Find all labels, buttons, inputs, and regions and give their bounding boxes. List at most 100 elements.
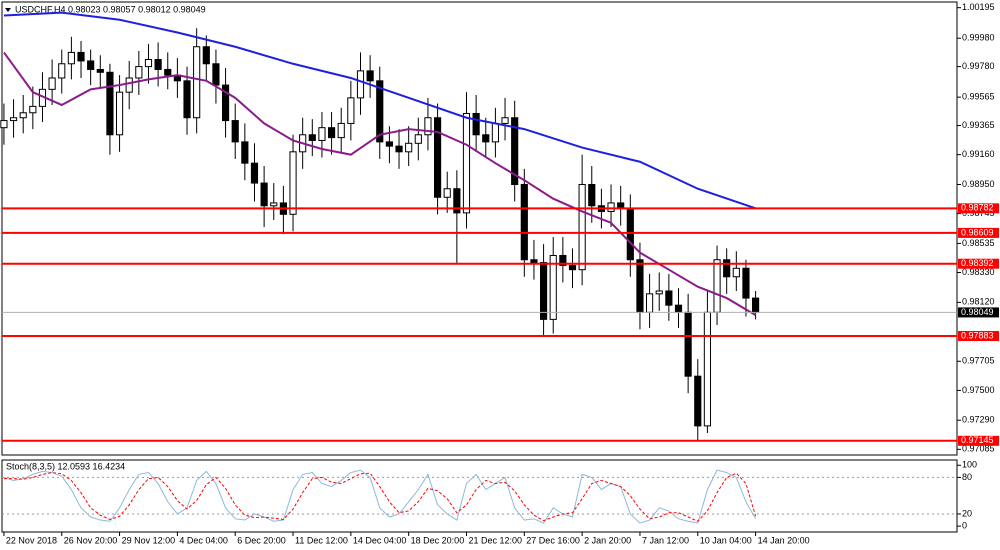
candle-body xyxy=(318,127,326,141)
candle-body xyxy=(491,122,499,143)
level-tag xyxy=(958,258,999,269)
candle-body xyxy=(723,259,731,278)
candle-body xyxy=(607,202,615,212)
symbol-header: USDCHF,H4 0.98023 0.98057 0.98012 0.9804… xyxy=(15,4,206,14)
candle-body xyxy=(395,145,403,153)
candle-body xyxy=(549,254,557,320)
candle-body xyxy=(520,183,528,261)
candle-body xyxy=(482,134,490,143)
candle-body xyxy=(366,70,374,82)
candle-body xyxy=(77,51,85,62)
candle-body xyxy=(385,141,393,147)
candle-body xyxy=(703,311,711,427)
candle-body xyxy=(29,105,37,114)
x-tick-label: 14 Jan 20:00 xyxy=(758,535,810,545)
stoch-header: Stoch(8,3,5) 12.0593 16.4234 xyxy=(6,461,125,471)
stoch-panel-frame xyxy=(1,459,958,533)
candle-body xyxy=(636,259,644,313)
candle-body xyxy=(674,304,683,313)
candle-body xyxy=(212,63,220,86)
candle-body xyxy=(588,183,596,207)
candle-body xyxy=(48,77,56,90)
y-tick-label: 0.97290 xyxy=(962,415,995,425)
y-tick-label: 0.99365 xyxy=(962,120,995,130)
stoch-line xyxy=(3,469,757,524)
x-tick-label: 29 Nov 12:00 xyxy=(122,535,176,545)
candle-body xyxy=(260,182,268,207)
x-tick-label: 14 Dec 04:00 xyxy=(353,535,407,545)
candle-body xyxy=(568,264,577,271)
candle-body xyxy=(154,59,162,70)
candle-body xyxy=(0,120,8,129)
candle-body xyxy=(231,120,239,143)
level-label: 0.98782 xyxy=(961,203,994,213)
candle-body xyxy=(501,117,509,124)
level-tag xyxy=(958,330,999,341)
x-tick-label: 2 Jan 20:00 xyxy=(584,535,631,545)
current-price-label: 0.98049 xyxy=(961,307,994,317)
candle-body xyxy=(106,71,114,136)
candle-body xyxy=(221,84,230,122)
y-tick-label: 0.98535 xyxy=(962,238,995,248)
moving-average xyxy=(3,11,756,210)
candle-body xyxy=(135,66,143,79)
y-tick-label: 80 xyxy=(962,472,972,482)
y-tick-label: 20 xyxy=(962,508,972,518)
x-tick-label: 26 Nov 20:00 xyxy=(64,535,118,545)
candle-body xyxy=(376,80,384,143)
y-tick-label: 0.99980 xyxy=(962,33,995,43)
candle-body xyxy=(347,97,355,124)
y-tick-label: 0 xyxy=(962,521,967,531)
candle-body xyxy=(511,117,519,185)
candle-body xyxy=(164,68,172,76)
y-tick-label: 0.99565 xyxy=(962,92,995,102)
candle-body xyxy=(424,117,432,136)
candle-body xyxy=(453,188,461,214)
candle-body xyxy=(87,60,95,70)
candle-body xyxy=(665,290,673,306)
level-tag xyxy=(958,435,999,446)
candle-body xyxy=(655,290,663,295)
candle-body xyxy=(308,134,316,141)
y-tick-label: 0.97085 xyxy=(962,444,995,454)
candle-body xyxy=(559,254,567,266)
x-tick-label: 6 Dec 20:00 xyxy=(237,535,286,545)
x-tick-label: 11 Dec 12:00 xyxy=(295,535,348,545)
candle-body xyxy=(732,267,740,278)
level-tag xyxy=(958,203,999,214)
current-price-tag xyxy=(958,307,999,318)
stoch-line xyxy=(3,472,757,522)
candle-body xyxy=(694,375,702,427)
candle-body xyxy=(646,293,654,313)
candle-body xyxy=(742,267,750,299)
candle-body xyxy=(241,141,249,164)
candle-body xyxy=(183,80,191,119)
x-tick-label: 18 Dec 20:00 xyxy=(411,535,465,545)
candle-body xyxy=(752,297,760,313)
level-label: 0.98392 xyxy=(961,258,994,268)
candle-body xyxy=(250,162,259,184)
level-label: 0.97883 xyxy=(961,330,994,340)
menu-arrow[interactable] xyxy=(5,8,11,12)
y-tick-label: 0.97705 xyxy=(962,356,995,366)
candle-body xyxy=(193,46,201,119)
y-tick-label: 0.98330 xyxy=(962,267,995,277)
level-tag xyxy=(958,227,999,238)
x-tick-label: 27 Dec 16:00 xyxy=(526,535,580,545)
candle-body xyxy=(472,112,480,136)
x-tick-label: 10 Jan 04:00 xyxy=(700,535,752,545)
y-tick-label: 0.99160 xyxy=(962,149,995,159)
y-tick-label: 1.00195 xyxy=(962,2,995,12)
moving-average xyxy=(3,51,757,316)
candle-body xyxy=(289,151,297,215)
candle-body xyxy=(202,46,210,65)
level-label: 0.98609 xyxy=(961,227,994,237)
candle-body xyxy=(19,112,27,119)
x-tick-label: 4 Dec 04:00 xyxy=(179,535,228,545)
x-tick-label: 7 Jan 12:00 xyxy=(642,535,689,545)
candle-body xyxy=(540,262,548,320)
candle-body xyxy=(405,142,413,153)
candle-body xyxy=(462,112,471,214)
